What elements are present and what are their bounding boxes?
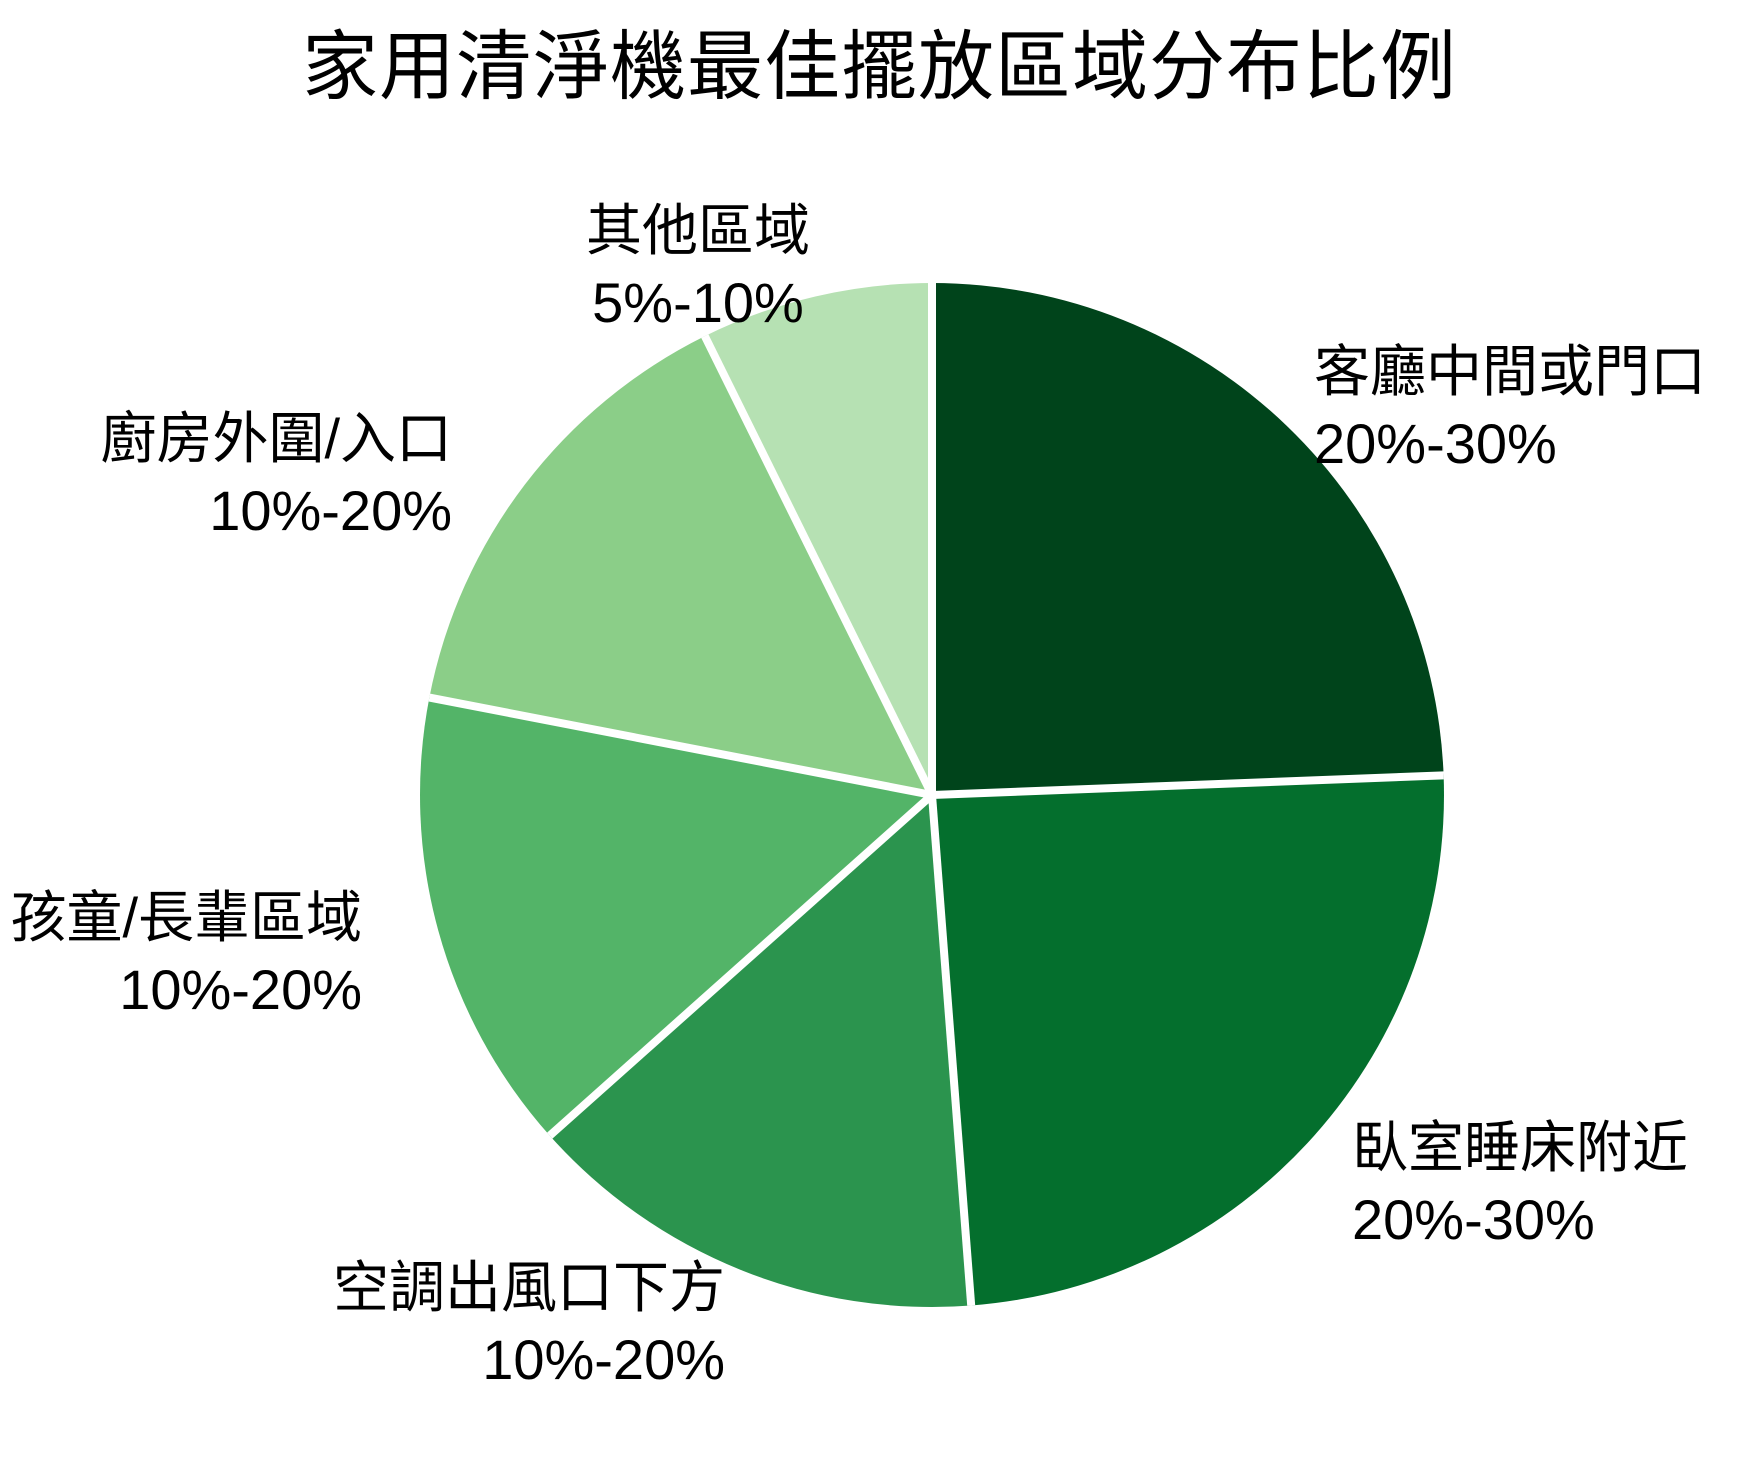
slice-label-text: 其他區域 (586, 199, 810, 262)
slice-label-kitchen-perimeter-entrance: 廚房外圍/入口 10%-20% (100, 403, 452, 547)
slice-label-text: 客廳中間或門口 (1314, 340, 1706, 403)
slice-label-living-room-center-or-entrance: 客廳中間或門口 20%-30% (1314, 336, 1706, 480)
slice-label-range: 10%-20% (209, 479, 452, 542)
slice-label-text: 空調出風口下方 (333, 1256, 725, 1319)
slice-label-range: 10%-20% (119, 958, 362, 1021)
slice-label-range: 5%-10% (592, 271, 804, 334)
slice-label-below-ac-outlet: 空調出風口下方 10%-20% (333, 1252, 725, 1396)
pie-slice-1 (932, 775, 1444, 1306)
pie-slice-3 (420, 697, 932, 1136)
slice-label-text: 臥室睡床附近 (1352, 1116, 1688, 1179)
pie-slice-0 (932, 283, 1444, 795)
slice-label-bedroom-near-bed: 臥室睡床附近 20%-30% (1352, 1112, 1688, 1256)
slice-label-text: 孩童/長輩區域 (10, 886, 362, 949)
slice-separator (928, 794, 976, 1306)
slice-separator (428, 693, 933, 799)
slice-label-range: 10%-20% (482, 1328, 725, 1391)
chart-title: 家用清淨機最佳擺放區域分布比例 (302, 25, 1457, 110)
pie-slice-4 (429, 336, 932, 795)
slice-separator (547, 792, 935, 1139)
slice-label-range: 20%-30% (1352, 1188, 1595, 1251)
pie-slice-2 (549, 795, 972, 1308)
slice-label-range: 20%-30% (1314, 412, 1557, 475)
slice-separator (931, 771, 1444, 799)
slice-label-other-areas: 其他區域 5%-10% (586, 195, 810, 339)
slice-label-text: 廚房外圍/入口 (100, 407, 452, 470)
pie-slice-5 (704, 283, 932, 795)
slice-label-children-elderly-area: 孩童/長輩區域 10%-20% (10, 882, 362, 1026)
slice-separator (701, 334, 936, 797)
